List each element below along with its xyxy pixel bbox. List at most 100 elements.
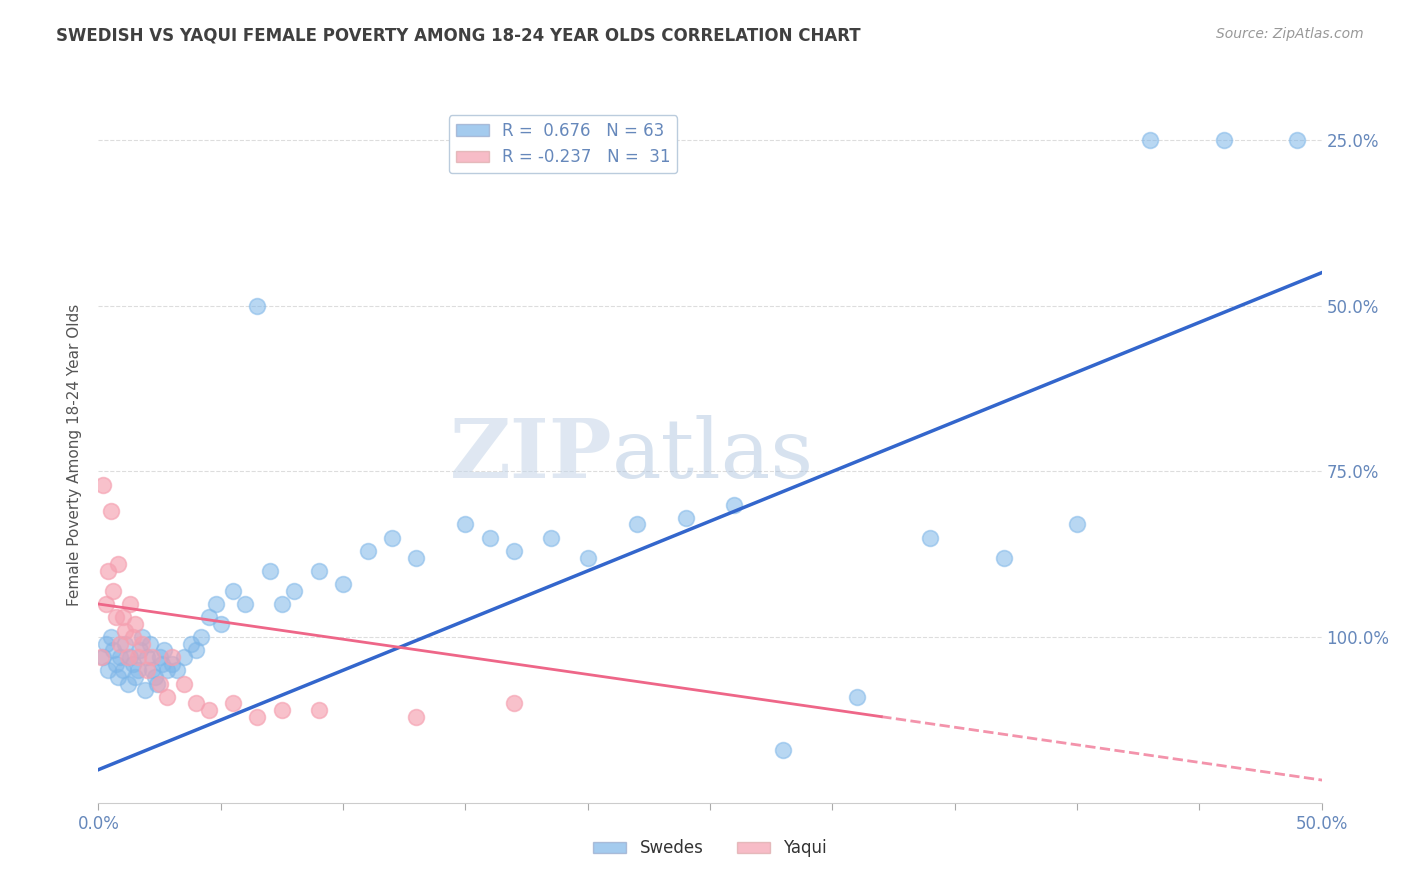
Point bbox=[246, 299, 269, 313]
Point bbox=[120, 597, 142, 611]
Point bbox=[100, 504, 122, 518]
Point bbox=[197, 703, 219, 717]
Point bbox=[101, 643, 124, 657]
Point bbox=[166, 663, 188, 677]
Point bbox=[134, 683, 156, 698]
Point bbox=[540, 531, 562, 545]
Point bbox=[121, 657, 143, 671]
Text: Source: ZipAtlas.com: Source: ZipAtlas.com bbox=[1216, 27, 1364, 41]
Point bbox=[259, 564, 281, 578]
Point bbox=[114, 624, 136, 638]
Point bbox=[149, 676, 172, 690]
Point bbox=[405, 550, 427, 565]
Point bbox=[270, 597, 294, 611]
Point bbox=[186, 697, 208, 711]
Point bbox=[149, 650, 172, 665]
Point bbox=[141, 650, 163, 665]
Point bbox=[173, 650, 195, 665]
Point bbox=[111, 663, 134, 677]
Point bbox=[101, 583, 124, 598]
Point bbox=[308, 564, 330, 578]
Point bbox=[91, 650, 114, 665]
Point bbox=[222, 583, 245, 598]
Point bbox=[131, 630, 153, 644]
Point bbox=[94, 597, 117, 611]
Point bbox=[993, 550, 1015, 565]
Point bbox=[160, 650, 183, 665]
Point bbox=[173, 676, 195, 690]
Point bbox=[308, 703, 330, 717]
Point bbox=[454, 517, 477, 532]
Point bbox=[110, 650, 132, 665]
Point bbox=[356, 544, 378, 558]
Point bbox=[129, 643, 152, 657]
Point bbox=[197, 610, 219, 624]
Point bbox=[153, 643, 176, 657]
Point bbox=[1286, 133, 1309, 147]
Point bbox=[117, 676, 139, 690]
Point bbox=[156, 690, 179, 704]
Point bbox=[246, 709, 269, 723]
Point bbox=[626, 517, 648, 532]
Point bbox=[90, 650, 112, 665]
Point bbox=[205, 597, 228, 611]
Point bbox=[503, 697, 526, 711]
Point bbox=[283, 583, 305, 598]
Point bbox=[146, 676, 169, 690]
Text: atlas: atlas bbox=[612, 415, 814, 495]
Point bbox=[180, 637, 202, 651]
Point bbox=[186, 643, 208, 657]
Point bbox=[381, 531, 404, 545]
Point bbox=[107, 558, 129, 572]
Point bbox=[124, 670, 146, 684]
Point bbox=[127, 650, 149, 665]
Point bbox=[107, 670, 129, 684]
Point bbox=[121, 630, 143, 644]
Point bbox=[405, 709, 427, 723]
Point bbox=[332, 577, 354, 591]
Point bbox=[136, 650, 159, 665]
Point bbox=[190, 630, 212, 644]
Point bbox=[675, 511, 697, 525]
Point bbox=[104, 610, 127, 624]
Point bbox=[97, 663, 120, 677]
Point bbox=[104, 657, 127, 671]
Text: ZIP: ZIP bbox=[450, 415, 612, 495]
Point bbox=[233, 597, 256, 611]
Point bbox=[141, 663, 163, 677]
Point bbox=[503, 544, 526, 558]
Point bbox=[124, 616, 146, 631]
Point bbox=[117, 650, 139, 665]
Point bbox=[110, 637, 132, 651]
Point bbox=[100, 630, 122, 644]
Point bbox=[209, 616, 232, 631]
Point bbox=[920, 531, 942, 545]
Point bbox=[270, 703, 294, 717]
Point bbox=[150, 657, 173, 671]
Point bbox=[97, 564, 120, 578]
Point bbox=[131, 637, 153, 651]
Point bbox=[91, 477, 114, 491]
Point bbox=[111, 610, 134, 624]
Point bbox=[1066, 517, 1088, 532]
Point bbox=[723, 498, 745, 512]
Point bbox=[127, 663, 149, 677]
Y-axis label: Female Poverty Among 18-24 Year Olds: Female Poverty Among 18-24 Year Olds bbox=[67, 304, 83, 606]
Point bbox=[114, 637, 136, 651]
Point bbox=[139, 637, 162, 651]
Point bbox=[1139, 133, 1161, 147]
Point bbox=[120, 650, 142, 665]
Point bbox=[478, 531, 501, 545]
Point bbox=[143, 670, 166, 684]
Point bbox=[156, 663, 179, 677]
Point bbox=[845, 690, 868, 704]
Legend: Swedes, Yaqui: Swedes, Yaqui bbox=[586, 833, 834, 864]
Point bbox=[576, 550, 599, 565]
Point bbox=[136, 663, 159, 677]
Point bbox=[772, 743, 794, 757]
Point bbox=[94, 637, 117, 651]
Text: SWEDISH VS YAQUI FEMALE POVERTY AMONG 18-24 YEAR OLDS CORRELATION CHART: SWEDISH VS YAQUI FEMALE POVERTY AMONG 18… bbox=[56, 27, 860, 45]
Point bbox=[160, 657, 183, 671]
Point bbox=[222, 697, 245, 711]
Point bbox=[1212, 133, 1234, 147]
